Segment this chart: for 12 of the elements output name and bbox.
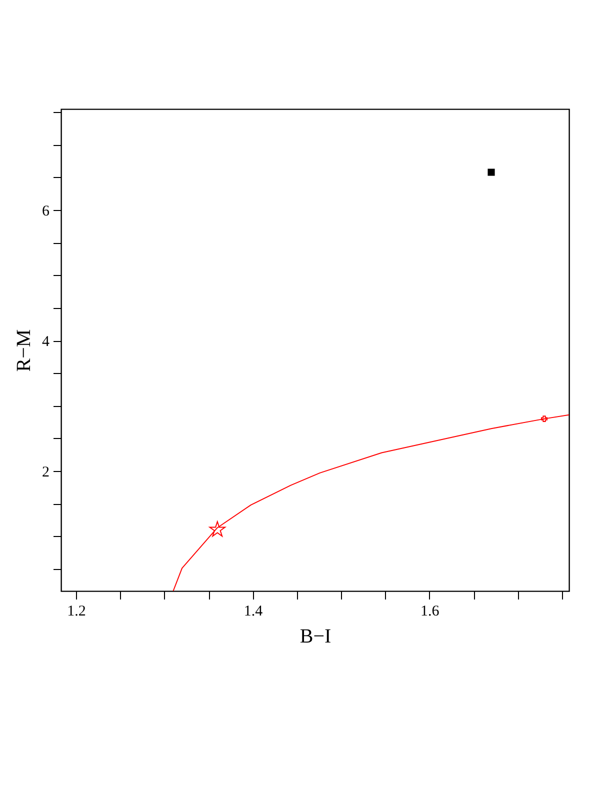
point xyxy=(209,521,226,537)
point xyxy=(541,416,548,422)
x-tick-label: 1.4 xyxy=(244,604,264,620)
x-axis-title: B−I xyxy=(300,626,332,648)
y-tick-label: 2 xyxy=(42,464,50,480)
y-tick-label: 4 xyxy=(42,334,50,350)
x-tick-label: 1.2 xyxy=(67,604,86,620)
y-axis-title: R−M xyxy=(13,329,35,372)
point xyxy=(488,168,495,176)
line-series xyxy=(172,414,569,591)
y-tick-label: 6 xyxy=(42,204,50,220)
x-tick-label: 1.6 xyxy=(420,604,440,620)
